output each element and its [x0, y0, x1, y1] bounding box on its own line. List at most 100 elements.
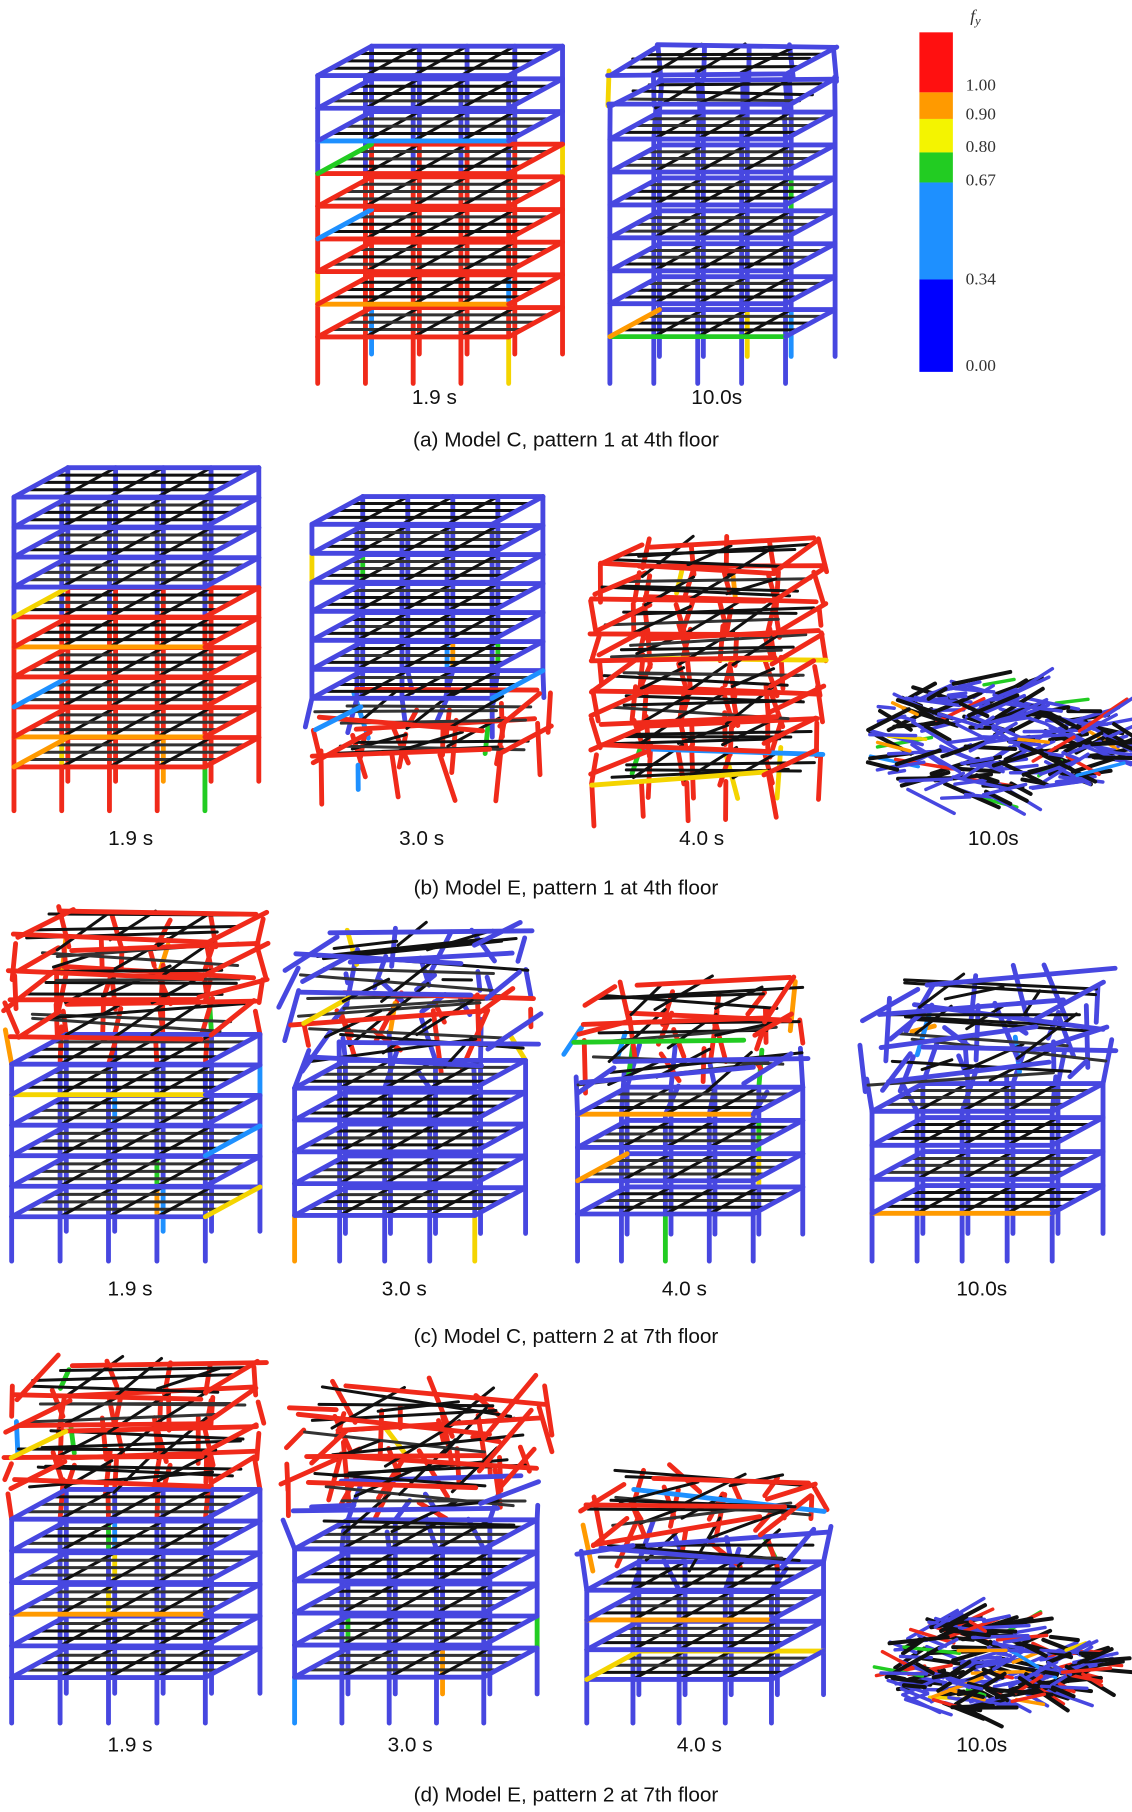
building-model: [874, 1599, 1132, 1727]
beam: [919, 974, 963, 1007]
floor-edge: [63, 1427, 256, 1431]
legend-label: 0.67: [966, 170, 997, 189]
debris: [1051, 1637, 1078, 1640]
column: [1096, 986, 1098, 1023]
building-model: [4, 1355, 266, 1723]
column: [5, 1464, 12, 1480]
column: [687, 783, 688, 821]
floor-edge: [637, 977, 790, 985]
building-model: [868, 669, 1132, 814]
time-label: 3.0 s: [388, 1734, 433, 1757]
column: [742, 104, 743, 139]
column: [748, 993, 765, 1015]
column: [305, 698, 312, 727]
building-model: [590, 536, 827, 826]
legend-lightblue: [919, 182, 952, 279]
floor-edge: [787, 78, 837, 107]
panel-caption: (a) Model C, pattern 1 at 4th floor: [413, 429, 719, 452]
column: [814, 1487, 827, 1509]
legend-orange: [919, 92, 952, 119]
floor-edge: [608, 74, 785, 76]
beam: [649, 84, 821, 85]
column: [389, 1032, 390, 1061]
column: [283, 1520, 295, 1549]
legend-label: 0.90: [966, 104, 996, 123]
time-label: 4.0 s: [679, 827, 724, 850]
legend-symbol-subscript: y: [973, 14, 981, 28]
floor-edge: [4, 1456, 202, 1457]
debris: [953, 1647, 985, 1648]
column: [12, 1386, 13, 1416]
floor-edge: [591, 658, 775, 661]
beam: [324, 969, 493, 974]
building-model: [860, 965, 1116, 1261]
time-label: 1.9 s: [108, 1277, 153, 1300]
floor-edge: [12, 1395, 200, 1399]
beam: [334, 941, 397, 948]
column: [600, 662, 602, 684]
floor-edge: [659, 79, 836, 80]
legend-green: [919, 152, 952, 182]
column: [304, 1024, 308, 1046]
time-label: 3.0 s: [382, 1277, 427, 1300]
floor-edge: [574, 1040, 744, 1042]
building-model: [4, 907, 268, 1262]
time-label: 1.9 s: [108, 827, 153, 850]
column: [617, 1520, 637, 1566]
column: [257, 1433, 259, 1459]
column: [285, 991, 299, 1041]
debris: [904, 1685, 925, 1687]
floor-edge: [590, 634, 769, 635]
column: [818, 757, 820, 799]
floor-edge: [300, 992, 470, 995]
beam: [46, 983, 236, 984]
floor-edge: [312, 1505, 354, 1507]
column: [692, 746, 694, 798]
beam: [315, 711, 497, 712]
column: [642, 783, 644, 816]
time-label: 4.0 s: [662, 1277, 707, 1300]
debris: [920, 698, 947, 700]
beam: [319, 1404, 493, 1405]
floor-edge: [61, 911, 256, 914]
color-legend: fy 1.00 0.90 0.80 0.67 0.34 0.00: [919, 6, 996, 375]
floor-edge: [599, 745, 769, 752]
floor-edge: [592, 691, 777, 694]
beam: [355, 741, 528, 742]
column: [591, 601, 597, 634]
column: [255, 1011, 260, 1034]
debris: [1014, 1627, 1045, 1632]
column: [8, 1494, 12, 1519]
time-label: 1.9 s: [108, 1734, 153, 1757]
debris: [881, 1673, 926, 1674]
debris: [958, 1692, 974, 1694]
beam: [639, 674, 804, 676]
beam: [610, 739, 779, 744]
time-label: 4.0 s: [677, 1734, 722, 1757]
debris: [878, 707, 894, 709]
column: [581, 1551, 587, 1590]
debris: [1056, 699, 1088, 703]
debris: [1042, 1686, 1087, 1688]
column: [60, 1027, 61, 1064]
column: [543, 671, 544, 698]
beam: [56, 979, 239, 980]
legend-label: 0.00: [966, 356, 996, 375]
column: [526, 970, 531, 998]
floor-edge: [1070, 1061, 1087, 1077]
figure: fy 1.00 0.90 0.80 0.67 0.34 0.00 1.9 s10…: [0, 0, 1132, 1812]
column: [720, 626, 723, 661]
beam: [26, 1415, 215, 1422]
debris: [870, 735, 916, 736]
column: [286, 1430, 303, 1448]
building-model: [281, 1375, 552, 1723]
column: [592, 785, 594, 826]
beam: [629, 579, 810, 582]
column: [258, 1402, 264, 1423]
column: [860, 1045, 865, 1091]
debris: [908, 789, 954, 813]
legend-symbol: fy: [970, 6, 981, 28]
column: [392, 754, 398, 797]
debris: [984, 679, 1014, 684]
legend-yellow: [919, 119, 952, 152]
